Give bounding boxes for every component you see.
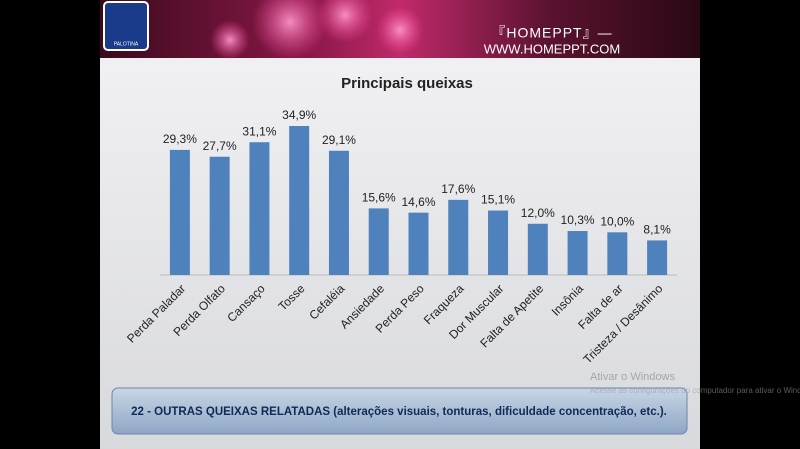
bar bbox=[607, 232, 628, 275]
bar bbox=[448, 199, 469, 275]
bokeh bbox=[252, 0, 328, 60]
bar bbox=[328, 150, 349, 275]
value-label: 15,1% bbox=[481, 193, 515, 207]
value-label: 15,6% bbox=[362, 191, 396, 205]
bar bbox=[488, 210, 509, 275]
value-label: 12,0% bbox=[521, 206, 555, 220]
bar bbox=[169, 149, 190, 275]
bokeh bbox=[317, 0, 373, 43]
value-label: 8,1% bbox=[643, 223, 671, 237]
value-label: 10,3% bbox=[561, 213, 595, 227]
bar bbox=[249, 142, 270, 275]
bar bbox=[289, 126, 310, 275]
value-label: 10,0% bbox=[600, 214, 634, 228]
watermark-title: Ativar o Windows bbox=[590, 371, 675, 383]
logo-text: PALOTINA bbox=[114, 41, 139, 47]
bar bbox=[527, 223, 548, 275]
value-label: 14,6% bbox=[401, 195, 435, 209]
value-label: 34,9% bbox=[282, 108, 316, 122]
bar bbox=[647, 240, 668, 275]
value-label: 29,3% bbox=[163, 132, 197, 146]
value-label: 29,1% bbox=[322, 133, 356, 147]
logo bbox=[103, 1, 149, 51]
note-box bbox=[111, 387, 688, 435]
value-label: 27,7% bbox=[203, 139, 237, 153]
watermark-subtitle: Acesse as configurações do computador pa… bbox=[590, 386, 800, 395]
bokeh bbox=[210, 20, 250, 60]
value-label: 17,6% bbox=[441, 182, 475, 196]
value-label: 31,1% bbox=[242, 124, 276, 138]
footer-note: 22 - OUTRAS QUEIXAS RELATADAS (alteraçõe… bbox=[131, 406, 667, 418]
bar bbox=[408, 212, 429, 275]
bar bbox=[209, 156, 230, 275]
bokeh bbox=[376, 6, 424, 54]
chart-title: Principais queixas bbox=[341, 75, 473, 92]
brand: 『HOMEPPT』— bbox=[491, 25, 612, 41]
bar bbox=[368, 208, 389, 275]
slide-background bbox=[100, 0, 700, 449]
brand-url: WWW.HOMEPPT.COM bbox=[484, 41, 621, 56]
bar bbox=[567, 231, 588, 275]
